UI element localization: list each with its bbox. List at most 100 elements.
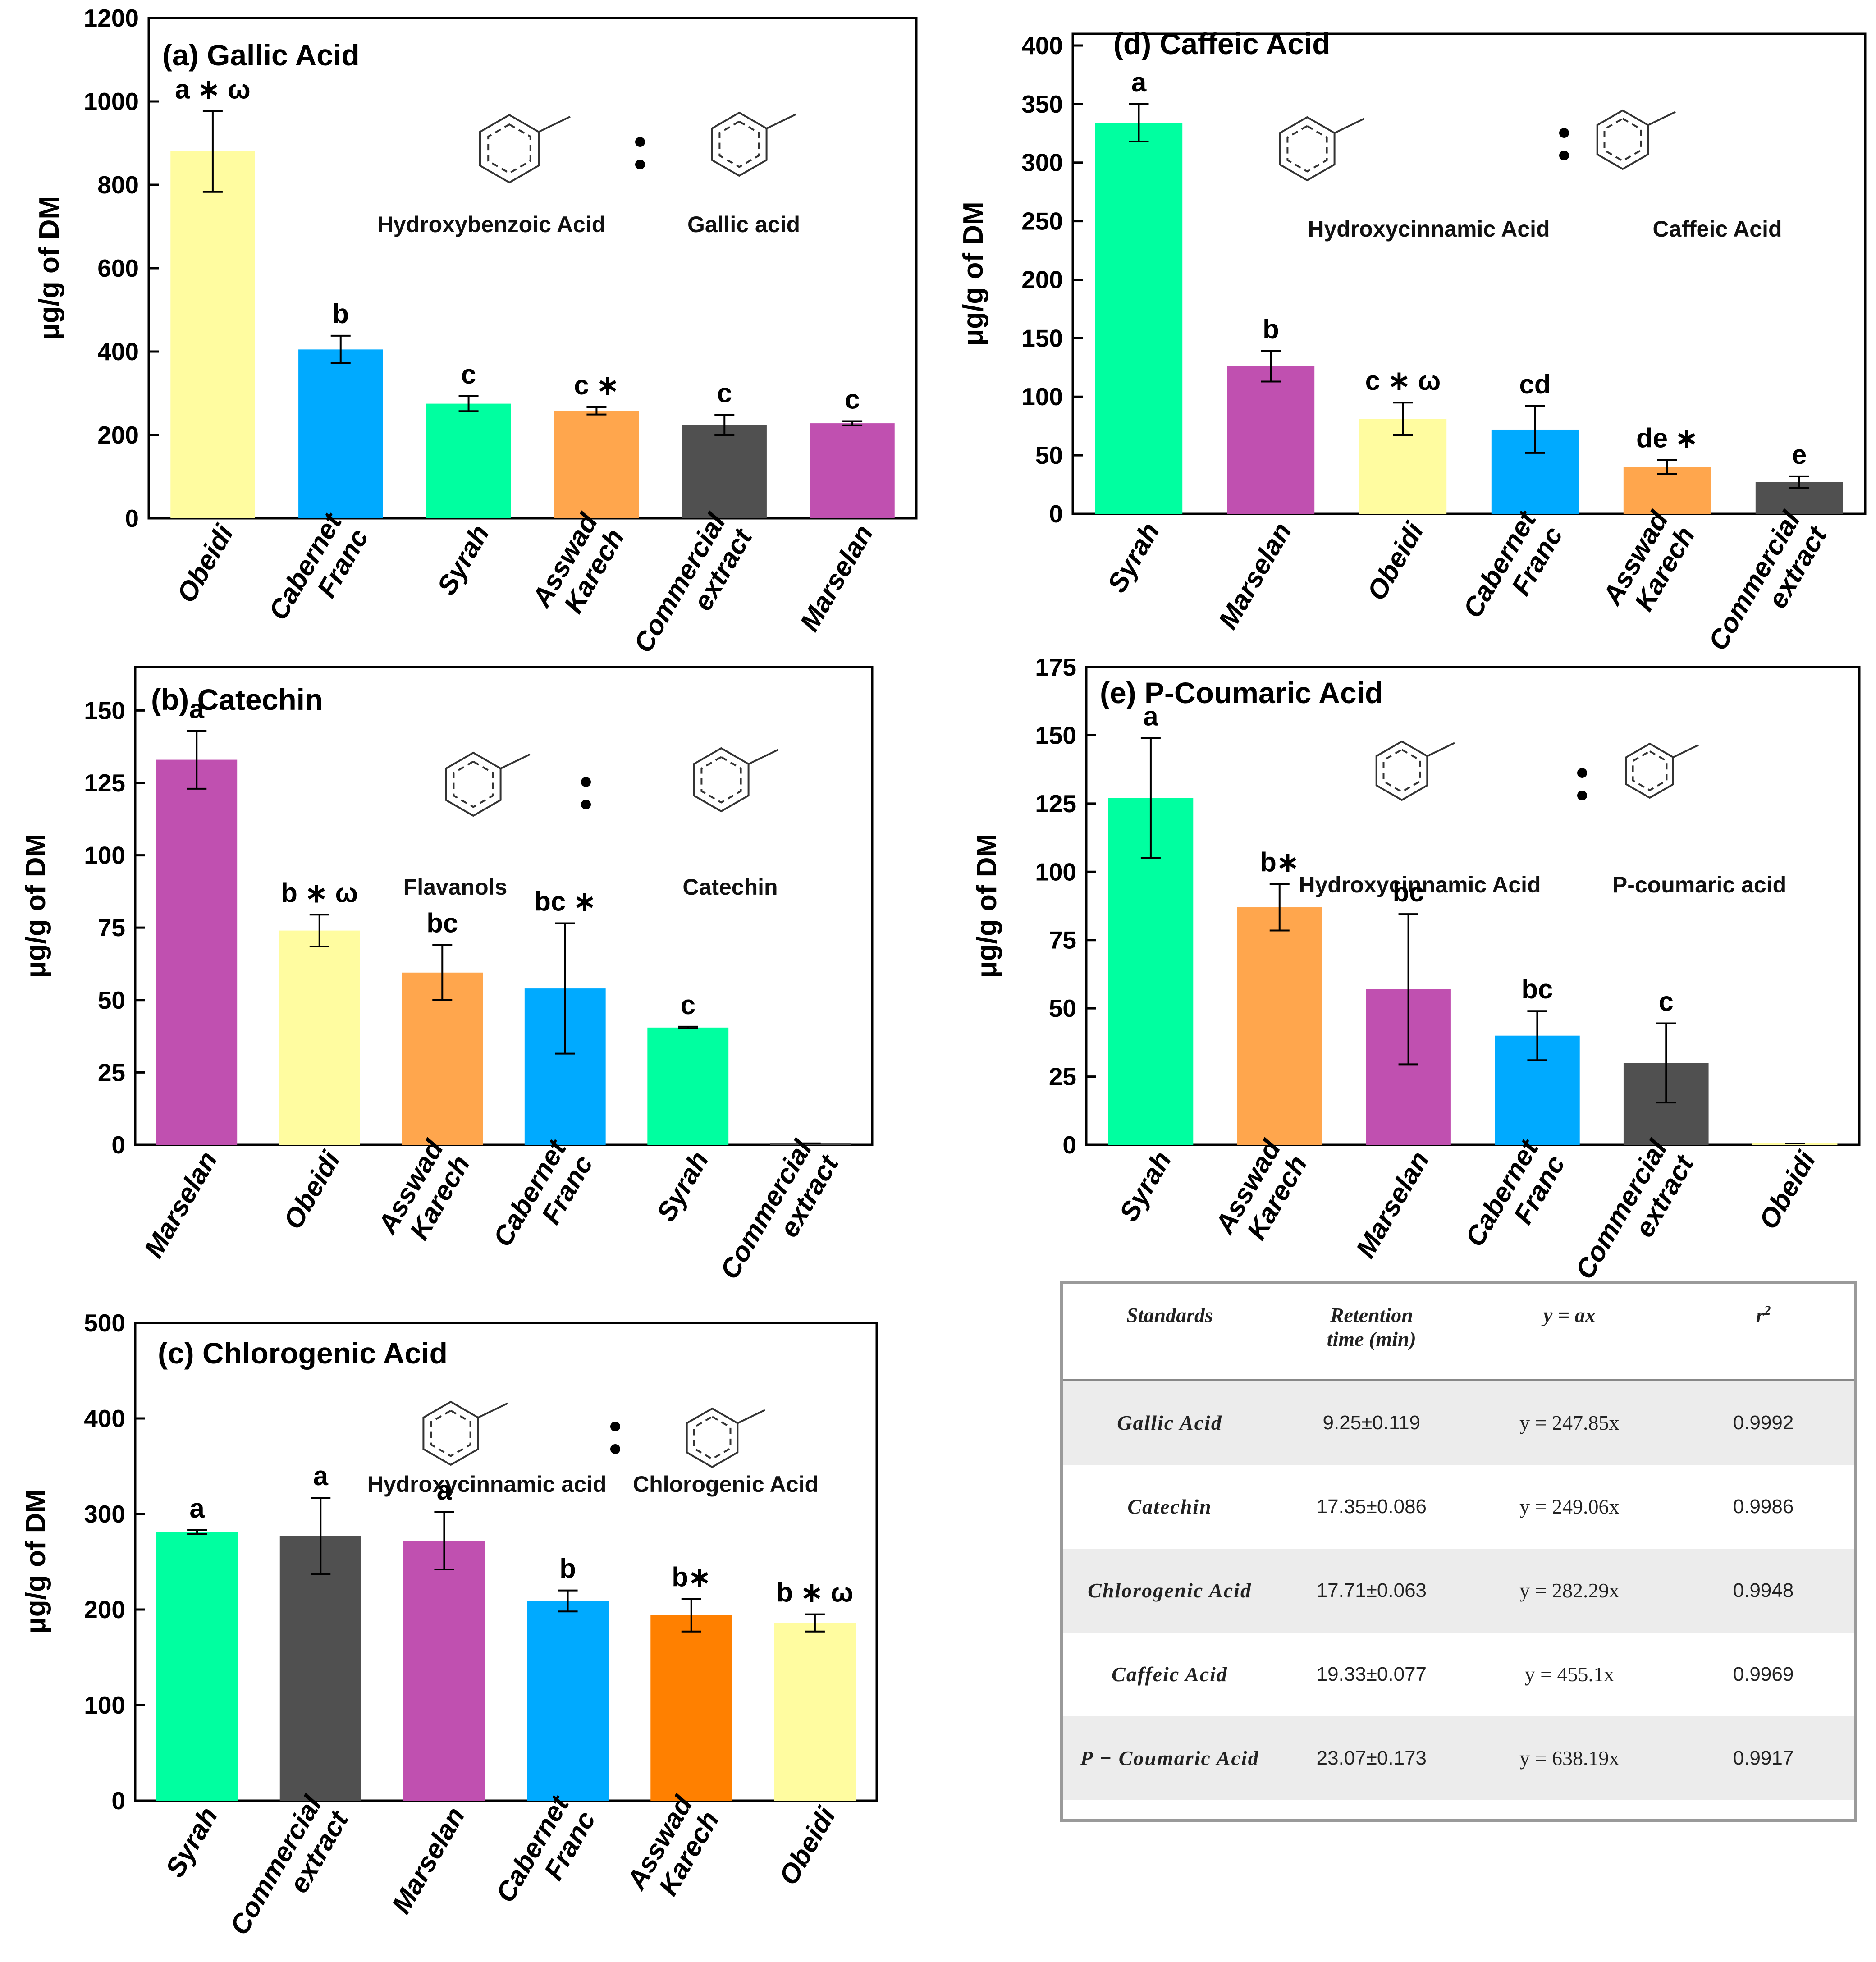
- bar-marselan: [1227, 366, 1315, 514]
- significance-label: b∗: [672, 1562, 711, 1592]
- table-row: Catechin 17.35±0.086 y = 249.06x 0.9986: [1063, 1465, 1854, 1549]
- r-squared-value: 0.9917: [1672, 1716, 1854, 1800]
- bar-syrah: [426, 403, 511, 518]
- y-tick-label: 300: [84, 1500, 125, 1528]
- y-axis-title: μg/g of DM: [20, 834, 51, 978]
- bar-cabernet-franc: [527, 1601, 609, 1801]
- significance-label: a: [313, 1461, 329, 1491]
- y-tick-label: 1000: [84, 87, 139, 115]
- panel-title: (b) Catechin: [151, 683, 323, 716]
- significance-label: b: [332, 299, 349, 329]
- standard-name: Catechin: [1127, 1495, 1212, 1518]
- header-retention-time: Retention time (min): [1277, 1284, 1467, 1381]
- bar-obeidi: [170, 151, 255, 518]
- y-tick-label: 75: [98, 914, 125, 942]
- significance-label: c: [717, 378, 732, 408]
- colon-dot-bottom: [1559, 151, 1569, 160]
- significance-label: de ∗: [1636, 423, 1698, 453]
- y-tick-label: 75: [1049, 926, 1076, 954]
- x-category-label-line: Obeidi: [773, 1802, 842, 1890]
- x-category-label: Syrah: [650, 1146, 714, 1226]
- y-tick-label: 50: [98, 986, 125, 1014]
- compound-structure-drawing: [1596, 109, 1676, 170]
- x-category-label-line: Obeidi: [278, 1146, 346, 1234]
- side-chain-bond: [1647, 111, 1676, 126]
- x-category-label: Marselan: [138, 1146, 223, 1263]
- x-category-label-line: Obeidi: [171, 519, 239, 608]
- calibration-equation: y = 247.85x: [1466, 1380, 1673, 1465]
- x-category-label: AsswadKarech: [526, 508, 630, 628]
- significance-label: a: [1143, 701, 1158, 731]
- benzene-ring-bond: [693, 747, 750, 813]
- significance-label: bc: [426, 908, 458, 938]
- x-category-label: Commercialextract: [224, 1789, 355, 1955]
- y-tick-label: 0: [1049, 500, 1063, 528]
- colon-dot-top: [635, 137, 645, 147]
- benzene-ring-bond: [1625, 742, 1674, 799]
- benzene-ring-bond: [479, 114, 540, 184]
- y-tick-label: 200: [84, 1596, 125, 1624]
- standard-name: Gallic Acid: [1063, 1380, 1277, 1465]
- aromatic-ring-bond: [700, 756, 742, 804]
- standard-name: Caffeic Acid: [1112, 1663, 1228, 1686]
- structure-class-label: Flavanols: [403, 874, 508, 900]
- structure-compound-label: P-coumaric acid: [1612, 872, 1786, 897]
- y-tick-label: 150: [1021, 324, 1063, 352]
- bar-syrah: [1095, 123, 1183, 514]
- significance-label: bc: [1521, 974, 1553, 1004]
- y-tick-label: 125: [84, 769, 125, 797]
- y-tick-label: 1200: [84, 4, 139, 32]
- colon-dot-top: [610, 1422, 620, 1431]
- y-tick-label: 300: [1021, 149, 1063, 177]
- bar-marselan: [403, 1541, 485, 1801]
- plot-frame: [134, 1322, 878, 1802]
- x-category-label: AsswadKarech: [621, 1790, 725, 1911]
- retention-time: 23.07±0.173: [1277, 1716, 1467, 1800]
- significance-label: c: [845, 384, 860, 414]
- y-tick-label: 100: [84, 842, 125, 869]
- chart-panel-e: 0 25 50 75 100 125 150 175 μg/g of DM (e) P-Couma…: [971, 653, 1861, 1284]
- y-axis-title: μg/g of DM: [34, 196, 65, 340]
- significance-label: bc ∗: [534, 887, 596, 917]
- y-tick-label: 175: [1035, 653, 1076, 681]
- significance-label: b ∗ ω: [776, 1578, 853, 1608]
- benzene-ring-bond: [422, 1400, 479, 1466]
- structure-class-label: Hydroxybenzoic Acid: [377, 212, 606, 237]
- table-header-row: Standards Retention time (min) y = ax r2: [1063, 1284, 1854, 1381]
- structure-compound-label: Catechin: [682, 874, 778, 900]
- y-tick-label: 25: [1049, 1063, 1076, 1091]
- significance-label: a: [437, 1475, 452, 1505]
- retention-time: 19.33±0.077: [1316, 1663, 1427, 1685]
- x-category-label-line: Syrah: [431, 520, 495, 600]
- y-tick-label: 150: [84, 696, 125, 724]
- x-category-label-line: Marselan: [1213, 517, 1297, 634]
- significance-label: c: [461, 359, 476, 389]
- x-category-label: Syrah: [1102, 517, 1165, 598]
- chart-panel-a: 0 200 400 600 800 1000 1200 μg/g of DM (a) Galli…: [34, 4, 918, 658]
- bar-asswad-karech: [554, 411, 639, 518]
- x-category-label: CabernetFranc: [263, 507, 375, 640]
- x-category-label: Commercialextract: [1702, 505, 1833, 671]
- structure-class-label: Hydroxycinnamic Acid: [1308, 216, 1550, 242]
- side-chain-bond: [737, 1409, 765, 1424]
- y-tick-label: 200: [97, 421, 139, 449]
- significance-label: c ∗ ω: [1365, 366, 1441, 396]
- significance-label: c: [681, 990, 695, 1020]
- structure-compound-label: Gallic acid: [687, 212, 800, 237]
- aromatic-ring-bond: [453, 760, 494, 808]
- side-chain-bond: [766, 113, 796, 129]
- colon-dot-top: [581, 777, 591, 787]
- x-category-label: Commercialextract: [714, 1134, 845, 1299]
- table-row: Caffeic Acid 19.33±0.077 y = 455.1x 0.99…: [1063, 1633, 1854, 1716]
- x-category-label-line: Syrah: [1113, 1146, 1177, 1226]
- colon-dot-bottom: [635, 160, 645, 169]
- x-category-label: AsswadKarech: [371, 1134, 476, 1255]
- x-category-label: Marselan: [1350, 1146, 1435, 1263]
- compound-structure-drawing: [1625, 742, 1699, 799]
- standards-table: Standards Retention time (min) y = ax r2…: [1060, 1281, 1857, 1822]
- x-category-label: AsswadKarech: [1596, 506, 1701, 626]
- bar-asswad-karech: [650, 1615, 732, 1801]
- calibration-equation: y = 455.1x: [1524, 1663, 1615, 1686]
- chart-panel-c: 0 100 200 300 400 500 μg/g of DM (c) Chlorogeni…: [20, 1309, 878, 1955]
- significance-label: e: [1792, 439, 1807, 470]
